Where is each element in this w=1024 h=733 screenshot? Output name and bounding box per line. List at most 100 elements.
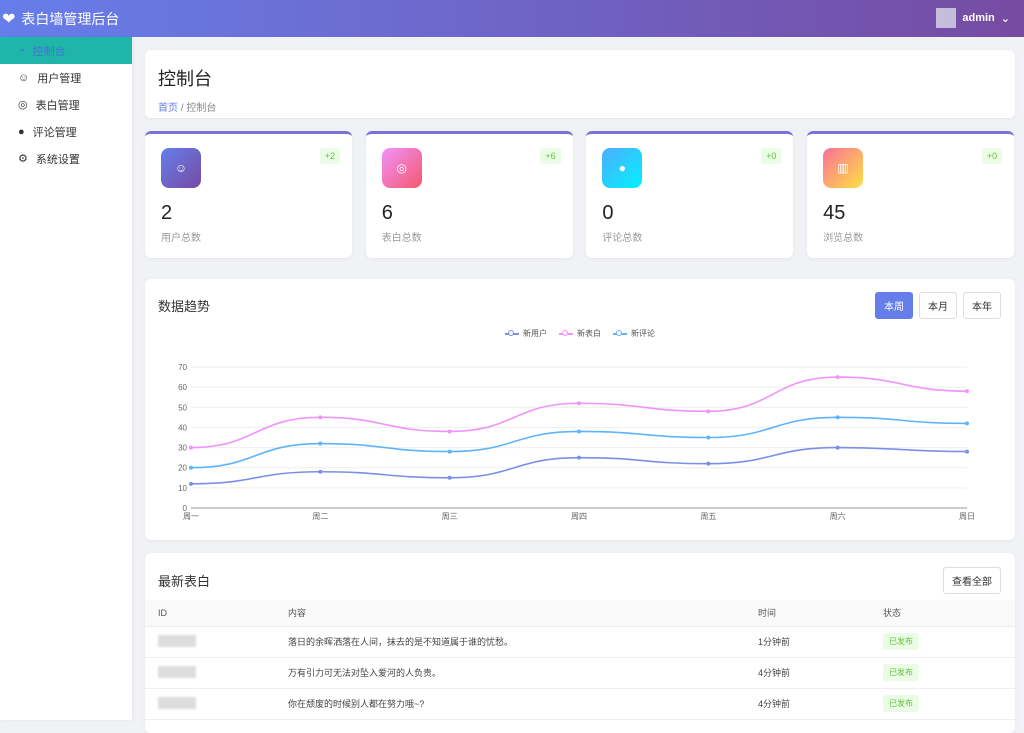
book-icon: ▥ <box>823 148 864 188</box>
stat-value: 45 <box>823 202 846 224</box>
confessions-table: ID 内容 时间 状态 落日的余晖洒落在人间，抹去的是不知道属于谁的忧愁。 1分… <box>145 600 1015 720</box>
x-tick-label: 周六 <box>830 511 846 521</box>
status-cell: 已发布 <box>870 657 1015 689</box>
column-header-id: ID <box>145 600 275 627</box>
legend-item[interactable]: 新表白 <box>559 328 601 339</box>
id-cell <box>145 688 275 720</box>
stat-card: ☺ +2 2 用户总数 <box>145 131 352 258</box>
data-point[interactable] <box>447 429 452 434</box>
page-title: 控制台 <box>158 69 212 89</box>
data-point[interactable] <box>318 469 323 474</box>
stat-card: ● +0 0 评论总数 <box>586 131 794 258</box>
status-badge: 已发布 <box>883 695 919 712</box>
sidebar-item-dashboard[interactable]: ◔ 控制台 <box>0 37 132 64</box>
delta-badge: +0 <box>761 148 782 164</box>
y-tick-label: 0 <box>183 504 188 513</box>
x-tick-label: 周四 <box>571 512 587 521</box>
series-line <box>190 376 968 449</box>
content-cell: 落日的余晖洒落在人间，抹去的是不知道属于谁的忧愁。 <box>275 626 745 658</box>
chart-legend: 新用户 新表白 新评论 <box>145 328 1015 339</box>
stat-label: 用户总数 <box>161 233 201 244</box>
data-point[interactable] <box>835 415 840 420</box>
y-tick-label: 20 <box>178 464 187 473</box>
x-tick-label: 周二 <box>312 512 328 521</box>
range-week-button[interactable]: 本周 <box>875 292 913 319</box>
data-point[interactable] <box>189 465 193 470</box>
legend-label: 新表白 <box>577 329 601 338</box>
view-all-button[interactable]: 查看全部 <box>943 567 1001 594</box>
sidebar-item-label: 表白管理 <box>35 99 80 112</box>
x-tick-label: 周三 <box>442 512 458 521</box>
data-point[interactable] <box>577 401 581 406</box>
sidebar-item-label: 用户管理 <box>37 72 82 85</box>
user-icon: ☺ <box>161 148 201 188</box>
y-tick-label: 30 <box>178 444 187 453</box>
trend-chart-card: 数据趋势 本周 本月 本年 新用户 新表白 新评论 0 10 20 30 40 50 60 70 周… <box>145 279 1015 540</box>
data-point[interactable] <box>189 481 193 486</box>
sidebar-item-users[interactable]: ☺ 用户管理 <box>0 64 132 91</box>
sidebar-item-label: 控制台 <box>32 45 66 58</box>
content-cell: 万有引力可无法对坠入爱河的人负责。 <box>275 657 745 689</box>
comment-icon: ● <box>602 148 643 188</box>
legend-label: 新评论 <box>631 329 655 338</box>
data-point[interactable] <box>965 449 969 454</box>
range-month-button[interactable]: 本月 <box>919 292 957 319</box>
avatar <box>936 8 957 28</box>
table-row[interactable]: 你在颓废的时候别人都在努力哦~? 4分钟前 已发布 <box>145 688 1015 720</box>
table-row[interactable]: 落日的余晖洒落在人间，抹去的是不知道属于谁的忧愁。 1分钟前 已发布 <box>145 626 1015 658</box>
chart-title: 数据趋势 <box>158 299 211 314</box>
data-point[interactable] <box>965 421 969 426</box>
sidebar: ◔ 控制台 ☺ 用户管理 ◎ 表白管理 ● 评论管理 ⚙ 系统设置 <box>0 37 132 720</box>
heart-icon: ❤ <box>2 10 16 28</box>
section-title: 最新表白 <box>158 574 211 589</box>
stat-value: 0 <box>602 202 614 224</box>
data-point[interactable] <box>835 375 840 380</box>
heart-chat-icon: ◎ <box>381 148 422 188</box>
breadcrumb: 首页 / 控制台 <box>158 99 1002 114</box>
page-header: 控制台 首页 / 控制台 <box>145 50 1015 118</box>
app-logo[interactable]: ❤ 表白墙管理后台 <box>0 9 119 29</box>
legend-item[interactable]: 新用户 <box>505 328 547 339</box>
data-point[interactable] <box>706 435 711 440</box>
sidebar-item-confessions[interactable]: ◎ 表白管理 <box>0 91 132 118</box>
breadcrumb-separator: / <box>180 103 184 114</box>
line-chart: 0 10 20 30 40 50 60 70 周一 周二 周三 周四 周五 周六 周日 <box>178 363 975 521</box>
time-cell: 4分钟前 <box>745 688 870 720</box>
data-point[interactable] <box>965 389 969 394</box>
sidebar-item-comments[interactable]: ● 评论管理 <box>0 118 132 145</box>
range-year-button[interactable]: 本年 <box>963 292 1001 319</box>
data-point[interactable] <box>577 455 581 460</box>
series-line <box>190 416 968 469</box>
data-point[interactable] <box>447 475 452 480</box>
user-menu[interactable]: admin ⌄ <box>936 8 1010 28</box>
x-tick-label: 周日 <box>959 512 975 521</box>
sidebar-item-label: 评论管理 <box>32 126 77 139</box>
chevron-down-icon: ⌄ <box>1000 12 1010 25</box>
stat-card: ◎ +6 6 表白总数 <box>365 131 573 258</box>
comment-icon: ● <box>18 125 25 138</box>
data-point[interactable] <box>447 449 452 454</box>
data-point[interactable] <box>835 445 840 450</box>
status-badge: 已发布 <box>883 664 919 681</box>
table-row[interactable]: 万有引力可无法对坠入爱河的人负责。 4分钟前 已发布 <box>145 657 1015 689</box>
content-cell: 你在颓废的时候别人都在努力哦~? <box>275 688 745 720</box>
top-bar: ❤ 表白墙管理后台 admin ⌄ <box>0 0 1024 37</box>
user-icon: ☺ <box>18 71 30 84</box>
stat-label: 表白总数 <box>381 233 422 244</box>
data-point[interactable] <box>318 441 323 446</box>
y-tick-label: 70 <box>178 363 187 372</box>
legend-label: 新用户 <box>523 329 547 338</box>
sidebar-item-settings[interactable]: ⚙ 系统设置 <box>0 145 132 172</box>
breadcrumb-home[interactable]: 首页 <box>158 103 178 114</box>
data-point[interactable] <box>189 445 193 450</box>
data-point[interactable] <box>706 461 711 466</box>
data-point[interactable] <box>706 409 711 414</box>
x-tick-label: 周五 <box>700 512 716 521</box>
data-point[interactable] <box>577 429 581 434</box>
id-cell <box>145 657 275 689</box>
data-point[interactable] <box>318 415 323 420</box>
legend-item[interactable]: 新评论 <box>613 328 655 339</box>
column-header-time: 时间 <box>745 600 870 627</box>
sidebar-item-label: 系统设置 <box>35 153 80 166</box>
y-tick-label: 50 <box>178 403 187 412</box>
